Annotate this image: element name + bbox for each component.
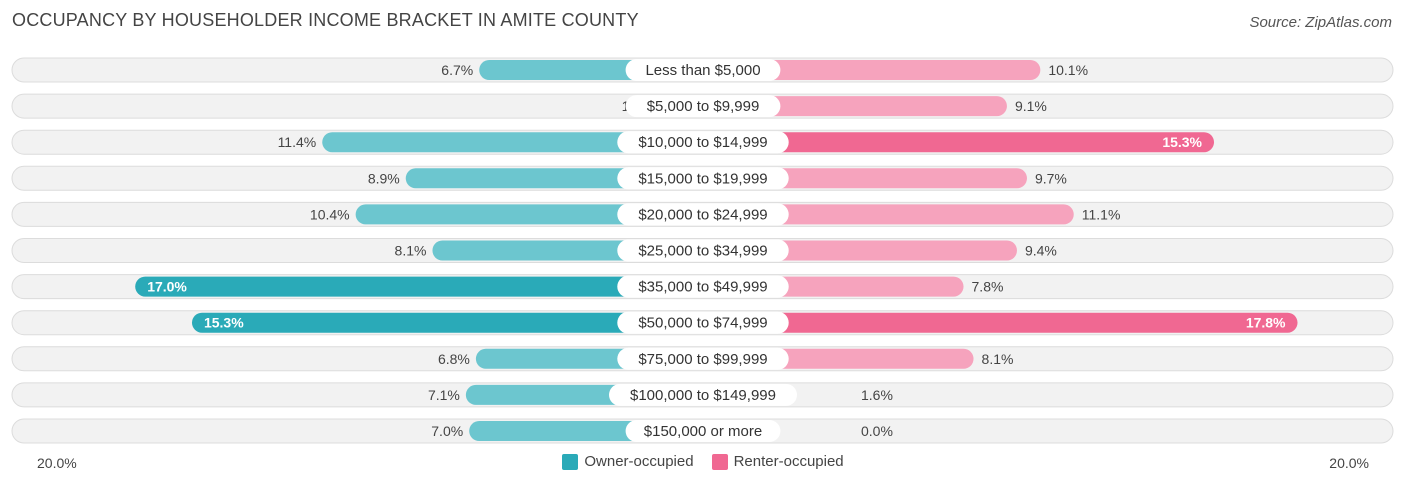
- category-pill: [617, 239, 789, 262]
- renter-value-label: 9.4%: [1025, 243, 1057, 259]
- legend-label-renter: Renter-occupied: [733, 453, 844, 470]
- owner-bar[interactable]: [322, 132, 703, 153]
- renter-bar[interactable]: [703, 132, 1215, 153]
- legend-swatch-owner: [562, 453, 579, 470]
- renter-value-label: 11.1%: [1082, 206, 1121, 222]
- chart-source: Source: ZipAtlas.com: [1249, 14, 1392, 31]
- renter-value-label: 17.8%: [1246, 315, 1286, 331]
- category-pill: [609, 383, 797, 406]
- legend-item-renter[interactable]: Renter-occupied: [711, 453, 844, 470]
- category-pill: [625, 95, 781, 118]
- renter-value-label: 7.8%: [972, 279, 1004, 295]
- category-pill: [617, 167, 789, 190]
- owner-value-label: 15.3%: [204, 315, 244, 331]
- renter-value-label: 8.1%: [982, 351, 1014, 367]
- owner-value-label: 6.7%: [441, 62, 473, 78]
- legend-label-owner: Owner-occupied: [584, 453, 694, 470]
- category-label: $20,000 to $24,999: [638, 206, 767, 223]
- axis-left-label: 20.0%: [37, 455, 77, 471]
- renter-value-label: 9.1%: [1015, 98, 1047, 114]
- owner-bar[interactable]: [135, 276, 703, 297]
- category-label: $15,000 to $19,999: [638, 170, 767, 187]
- category-pill: [617, 311, 789, 334]
- owner-value-label: 6.8%: [438, 351, 470, 367]
- renter-bar[interactable]: [703, 312, 1298, 333]
- owner-bar[interactable]: [191, 312, 704, 333]
- category-label: $10,000 to $14,999: [638, 134, 767, 151]
- category-pill: [617, 275, 789, 298]
- owner-value-label: 7.1%: [428, 387, 460, 403]
- category-pill: [625, 59, 781, 81]
- owner-value-label: 11.4%: [278, 134, 317, 150]
- legend-item-owner[interactable]: Owner-occupied: [562, 453, 694, 470]
- category-label: $100,000 to $149,999: [630, 387, 776, 404]
- owner-value-label: 7.0%: [431, 423, 463, 439]
- category-label: $25,000 to $34,999: [638, 243, 767, 260]
- category-pill: [617, 347, 789, 370]
- renter-value-label: 1.6%: [861, 387, 893, 403]
- category-label: $75,000 to $99,999: [638, 351, 767, 368]
- category-pill: [625, 420, 781, 442]
- chart-title: OCCUPANCY BY HOUSEHOLDER INCOME BRACKET …: [12, 10, 639, 30]
- renter-value-label: 10.1%: [1048, 62, 1088, 78]
- owner-bar[interactable]: [355, 204, 703, 225]
- legend: Owner-occupied Renter-occupied: [0, 453, 1406, 470]
- owner-value-label: 17.0%: [147, 279, 187, 295]
- owner-value-label: 8.9%: [368, 170, 400, 186]
- renter-bar[interactable]: [703, 60, 1041, 80]
- legend-swatch-renter: [711, 453, 728, 470]
- category-label: $50,000 to $74,999: [638, 315, 767, 332]
- category-label: $5,000 to $9,999: [647, 98, 760, 115]
- renter-value-label: 15.3%: [1162, 134, 1202, 150]
- category-pill: [617, 203, 789, 226]
- category-label: $35,000 to $49,999: [638, 279, 767, 296]
- renter-bar[interactable]: [703, 204, 1074, 225]
- category-label: $150,000 or more: [644, 423, 762, 440]
- category-label: Less than $5,000: [645, 62, 760, 79]
- category-pill: [617, 131, 789, 154]
- renter-value-label: 0.0%: [861, 423, 893, 439]
- owner-value-label: 10.4%: [310, 206, 350, 222]
- axis-right-label: 20.0%: [1329, 455, 1369, 471]
- renter-value-label: 9.7%: [1035, 170, 1067, 186]
- owner-value-label: 8.1%: [395, 243, 427, 259]
